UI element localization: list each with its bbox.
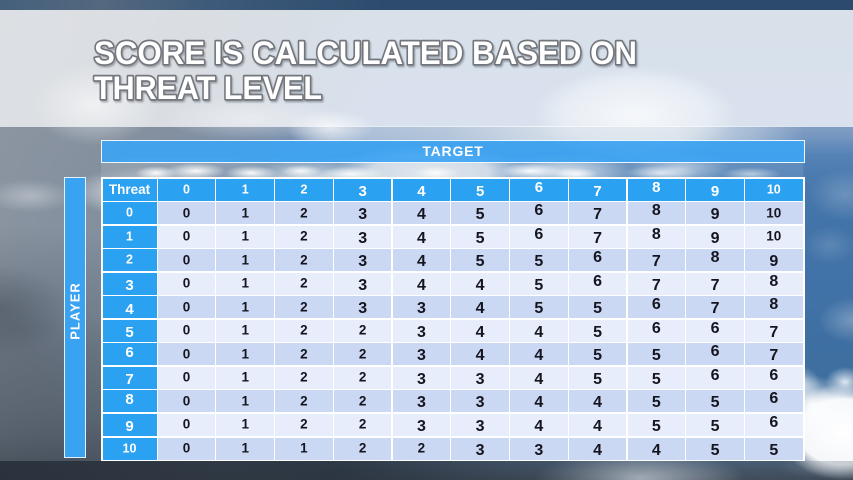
svg-text:THREAT LEVEL: THREAT LEVEL	[94, 69, 322, 106]
svg-text:SCORE IS CALCULATED BASED ON: SCORE IS CALCULATED BASED ON	[94, 34, 637, 71]
